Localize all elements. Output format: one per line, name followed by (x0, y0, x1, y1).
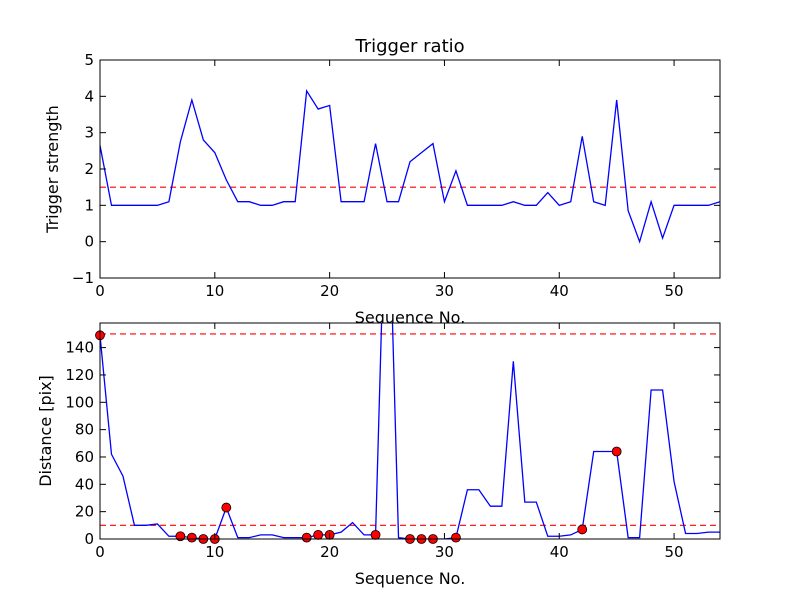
x-tick-label: 40 (550, 282, 569, 300)
y-tick-label: 2 (84, 160, 94, 178)
y-tick-label: 140 (65, 339, 94, 357)
x-tick-label: 30 (435, 282, 454, 300)
x-tick-label: 50 (665, 282, 684, 300)
y-tick-label: 20 (75, 503, 94, 521)
data-point (611, 446, 622, 457)
data-point (451, 532, 461, 543)
data-point (370, 529, 381, 540)
y-tick-label: 60 (75, 448, 94, 466)
x-axis-label: Sequence No. (355, 569, 466, 588)
x-tick-label: 10 (205, 543, 224, 561)
y-tick-label: 100 (65, 393, 94, 411)
series-group (100, 88, 720, 244)
x-tick-label: 20 (320, 543, 339, 561)
x-tick-label: 20 (320, 282, 339, 300)
threshold-lines (100, 333, 720, 526)
plot-area-background (100, 323, 720, 539)
y-tick-label: 120 (65, 366, 94, 384)
y-axis-label: Trigger strength (43, 105, 62, 234)
y-tick-label: 40 (75, 475, 94, 493)
y-tick-label: 0 (84, 233, 94, 251)
chart-title: Trigger ratio (354, 36, 464, 57)
data-point (313, 529, 324, 540)
plot-frame (99, 59, 721, 279)
y-tick-label: 4 (84, 87, 94, 105)
data-point (186, 532, 197, 543)
axis-ticks: 0 10 20 30 40 50 0 20 40 60 80 100 120 140 (65, 323, 720, 561)
plot-area-background (100, 60, 720, 278)
distance-chart: 0 10 20 30 40 50 0 20 40 60 80 100 120 140 Sequence N… (36, 322, 721, 588)
x-tick-label: 0 (95, 543, 105, 561)
x-tick-label: 0 (95, 282, 105, 300)
y-tick-label: 80 (75, 421, 94, 439)
x-tick-label: 50 (665, 543, 684, 561)
x-tick-label: 30 (435, 543, 454, 561)
y-tick-label: −1 (72, 269, 94, 287)
data-point (301, 532, 312, 543)
data-point (221, 502, 232, 513)
series-line (100, 88, 720, 244)
y-axis-label: Distance [pix] (36, 375, 55, 487)
plot-frame (99, 322, 721, 540)
y-tick-label: 3 (84, 124, 94, 142)
x-axis-label: Sequence No. (355, 308, 466, 327)
x-tick-label: 40 (550, 543, 569, 561)
x-tick-label: 10 (205, 282, 224, 300)
data-point (577, 524, 588, 535)
y-tick-label: 0 (84, 530, 94, 548)
y-tick-label: 1 (84, 196, 94, 214)
y-tick-label: 5 (84, 51, 94, 69)
